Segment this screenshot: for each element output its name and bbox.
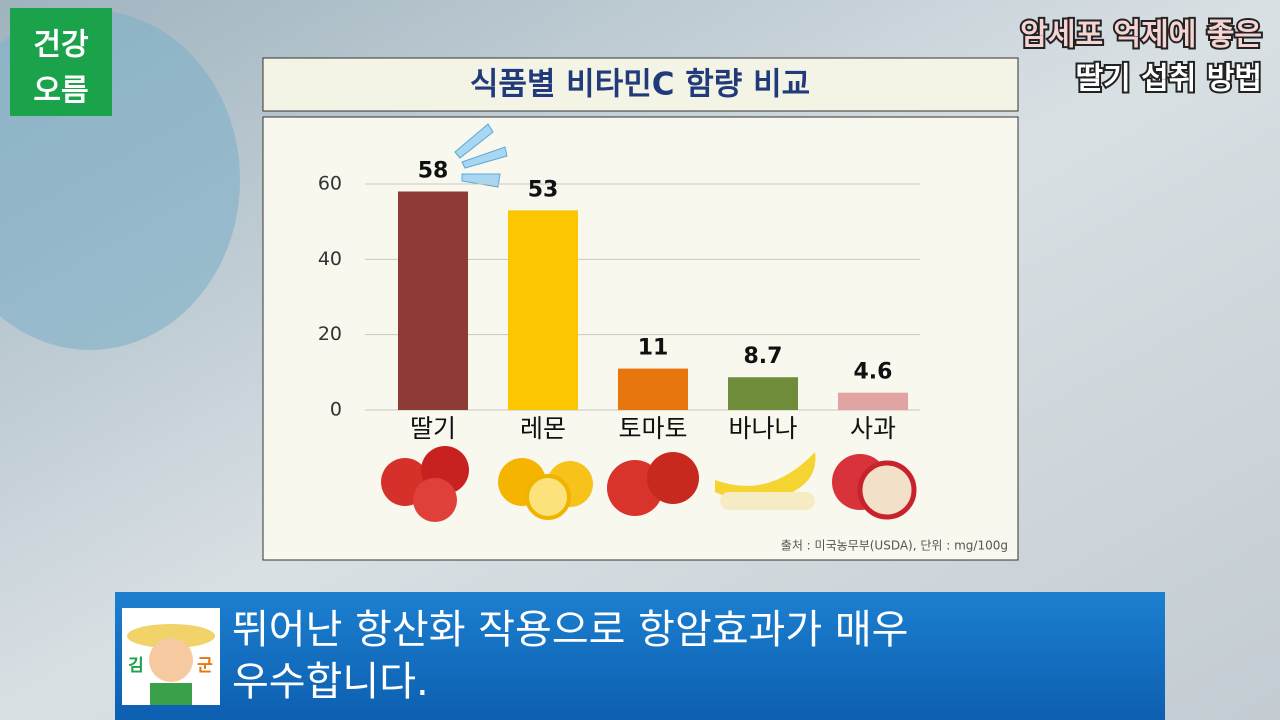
- value-label: 53: [528, 177, 559, 202]
- logo-box: [10, 8, 112, 116]
- x-tick-label: 바나나: [728, 414, 797, 443]
- headline: 딸기 섭취 방법: [1076, 62, 1263, 97]
- x-tick-label: 사과: [850, 414, 896, 443]
- logo-text: 오름: [33, 74, 88, 109]
- avatar-face: [149, 638, 193, 682]
- x-tick-label: 토마토: [618, 414, 687, 443]
- bar: [838, 392, 908, 410]
- value-label: 4.6: [854, 360, 893, 385]
- value-label: 11: [638, 336, 669, 361]
- x-tick-label: 레몬: [520, 414, 566, 443]
- avatar-label: 군: [197, 656, 213, 676]
- bar: [398, 191, 468, 410]
- headline: 암세포 억제에 좋은: [1020, 18, 1262, 53]
- bar: [728, 377, 798, 410]
- avatar-body: [150, 683, 192, 705]
- title-box: [262, 57, 1019, 112]
- bar: [508, 210, 578, 410]
- bar: [618, 368, 688, 410]
- fruit-images: [381, 446, 917, 522]
- source-note: 출처 : 미국농무부(USDA), 단위 : mg/100g: [781, 539, 1008, 553]
- avatar-label: 김: [128, 656, 144, 676]
- x-tick-label: 딸기: [410, 414, 456, 443]
- chart-title: 식품별 비타민C 함량 비교: [470, 67, 810, 103]
- caption-bar: [115, 592, 1165, 720]
- y-tick-label: 0: [330, 399, 342, 421]
- y-tick-label: 60: [318, 172, 342, 194]
- caption-text: 우수합니다.: [232, 659, 429, 705]
- caption-text: 뛰어난 항산화 작용으로 항암효과가 매우: [232, 607, 908, 653]
- value-label: 8.7: [744, 344, 783, 369]
- logo-text: 건강: [33, 28, 89, 63]
- y-tick-label: 40: [318, 248, 342, 270]
- avatar-hat: [127, 624, 215, 648]
- value-label: 58: [418, 159, 449, 184]
- y-tick-label: 20: [318, 323, 342, 345]
